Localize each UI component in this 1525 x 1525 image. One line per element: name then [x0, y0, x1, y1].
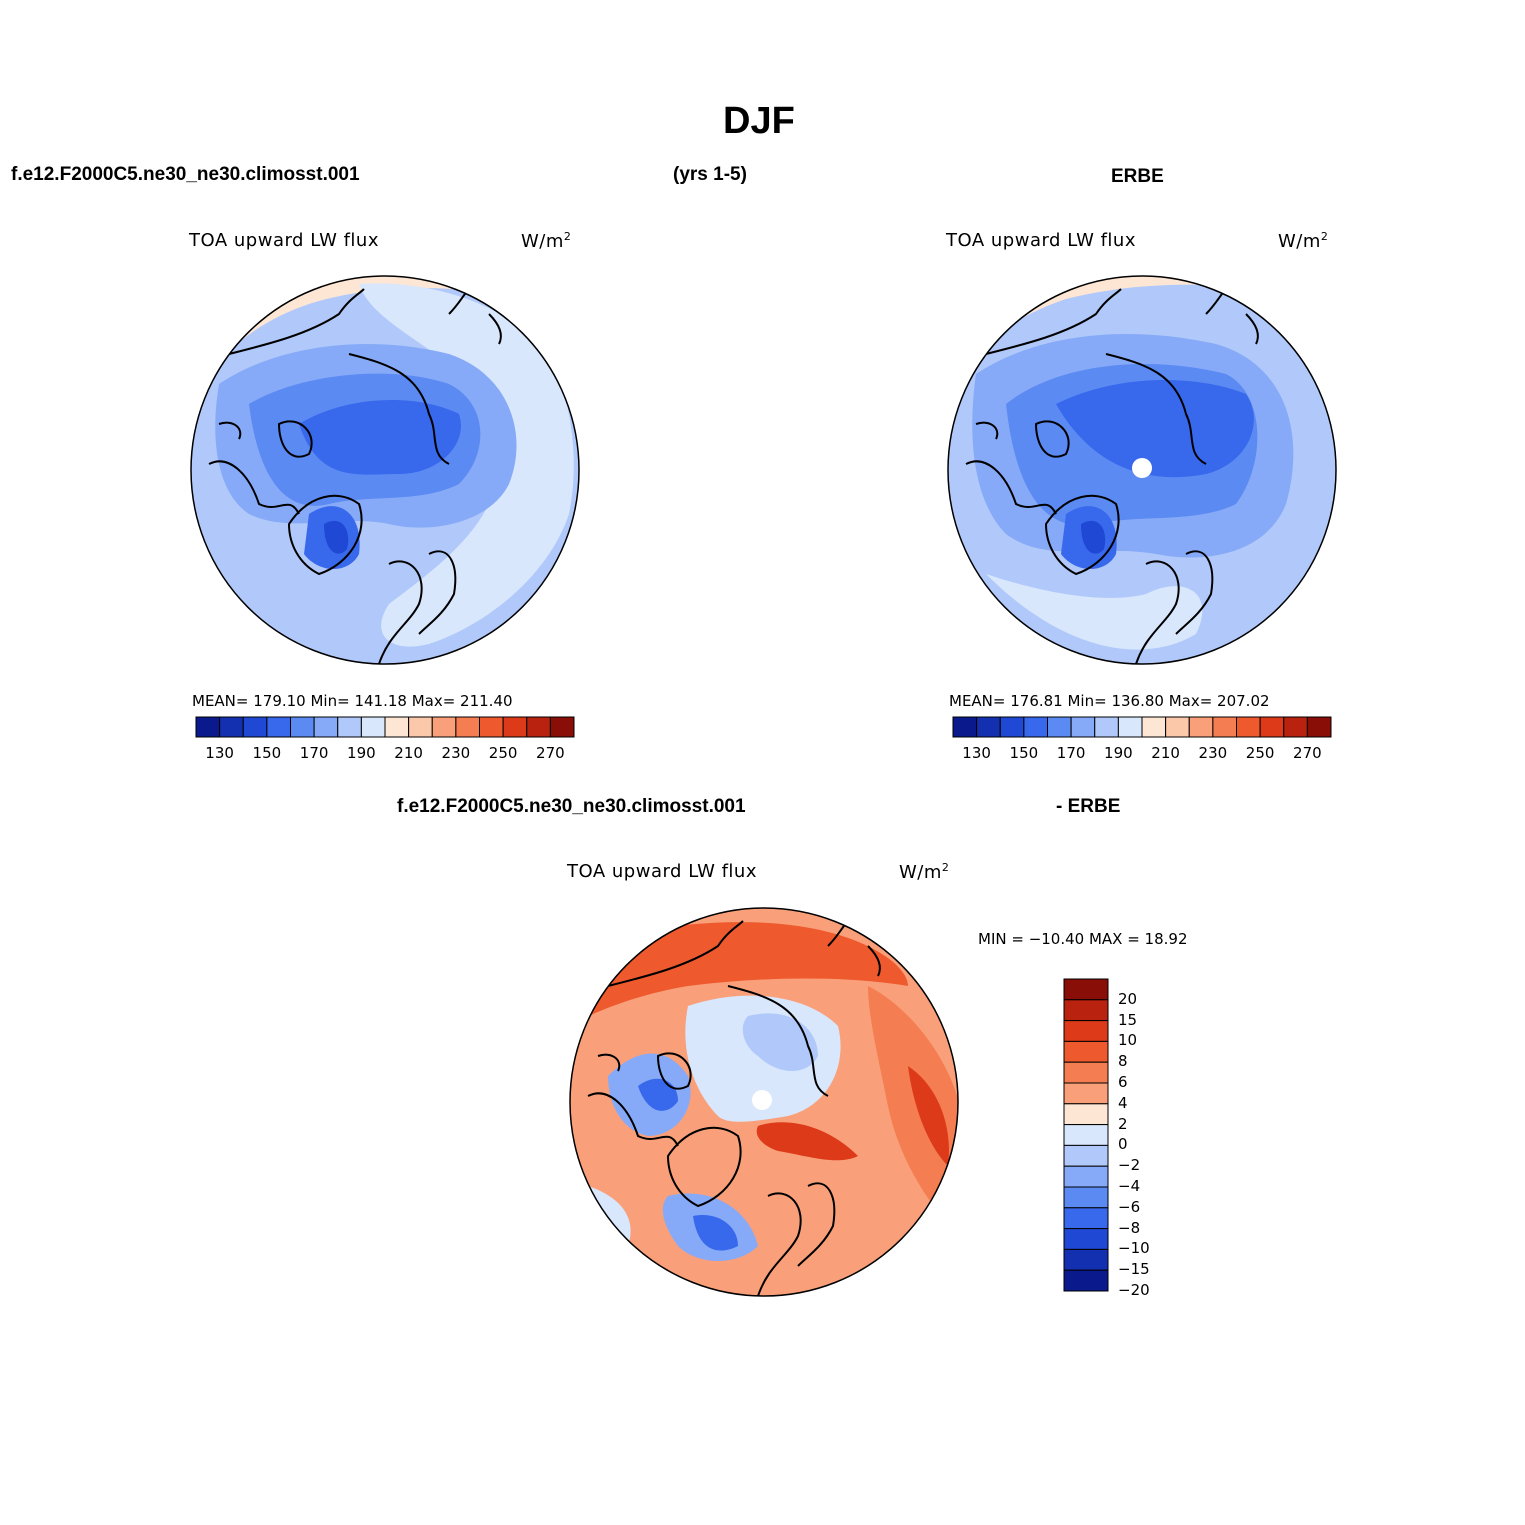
panel1-colorbar-box: [526, 716, 551, 738]
panel2-colorbar-box: [1047, 716, 1072, 738]
panel2-colorbar-tick-label: 270: [1293, 744, 1322, 762]
panel3-colorbar-tick-label: −15: [1118, 1260, 1150, 1279]
diff-header-obs-name: - ERBE: [1056, 796, 1121, 817]
panel3-colorbar-box: [1063, 978, 1109, 1001]
panel1-colorbar-box: [360, 716, 386, 738]
panel1-colorbar-box: [242, 716, 268, 738]
panel3-colorbar-box: [1063, 1269, 1109, 1292]
panel2-colorbar: [952, 716, 1332, 738]
panel1-colorbar-box: [384, 716, 410, 738]
panel3-colorbar-box: [1063, 1020, 1109, 1042]
panel3-colorbar-box: [1063, 1040, 1109, 1063]
panel3-colorbar-box: [1063, 1144, 1109, 1167]
panel2-colorbar-box: [1236, 716, 1261, 738]
diff-header-case-name: f.e12.F2000C5.ne30_ne30.climosst.001: [397, 796, 746, 817]
panel1-colorbar-box: [337, 716, 362, 738]
panel3-colorbar-tick-label: −6: [1118, 1197, 1141, 1216]
panel3-units-label: W/m2: [899, 861, 950, 883]
panel3-colorbar-box: [1063, 999, 1109, 1022]
panel2-polar-map: [947, 275, 1337, 665]
panel1-colorbar-tick-label: 190: [347, 744, 376, 762]
panel2-stats: MEAN= 176.81 Min= 136.80 Max= 207.02: [949, 692, 1270, 710]
panel3-colorbar-tick-label: 15: [1118, 1010, 1138, 1029]
panel2-colorbar-box: [1070, 716, 1096, 738]
panel1-colorbar-tick-label: 250: [488, 744, 518, 762]
panel3-colorbar-tick-label: 10: [1118, 1031, 1138, 1050]
panel3-colorbar-box: [1063, 1248, 1109, 1271]
panel2-colorbar-box: [1188, 716, 1214, 738]
panel1-colorbar-tick-label: 210: [394, 744, 423, 762]
panel2-colorbar-box: [1117, 716, 1143, 738]
panel2-colorbar-tick-label: 190: [1104, 744, 1133, 762]
panel2-colorbar-box: [976, 716, 1001, 738]
panel3-colorbar-tick-label: 20: [1118, 989, 1138, 1008]
panel1-colorbar-box: [266, 716, 291, 738]
panel3-colorbar-tick-label: 0: [1118, 1135, 1128, 1154]
panel2-variable-label: TOA upward LW flux: [946, 230, 1136, 251]
panel2-colorbar-box: [1094, 716, 1119, 738]
panel1-variable-label: TOA upward LW flux: [189, 230, 379, 251]
panel1-colorbar-box: [219, 716, 244, 738]
panel1-colorbar-box: [431, 716, 457, 738]
header-case-name: f.e12.F2000C5.ne30_ne30.climosst.001: [11, 164, 360, 185]
panel3-colorbar: [1063, 978, 1109, 1292]
panel1-colorbar: [195, 716, 575, 738]
panel2-colorbar-box: [999, 716, 1025, 738]
panel3-colorbar-tick-label: 2: [1118, 1114, 1128, 1133]
panel2-colorbar-box: [1141, 716, 1167, 738]
panel2-colorbar-box: [1259, 716, 1285, 738]
panel2-colorbar-tick-label: 150: [1009, 744, 1039, 762]
panel1-colorbar-box: [408, 716, 433, 738]
panel2-colorbar-box: [1165, 716, 1190, 738]
panel3-variable-label: TOA upward LW flux: [567, 861, 757, 882]
panel1-colorbar-tick-label: 150: [252, 744, 282, 762]
panel1-units-label: W/m2: [521, 230, 572, 252]
panel2-colorbar-tick-label: 250: [1245, 744, 1275, 762]
panel3-colorbar-box: [1063, 1061, 1109, 1084]
panel3-colorbar-box: [1063, 1228, 1109, 1250]
panel1-colorbar-box: [455, 716, 480, 738]
panel2-colorbar-box: [952, 716, 978, 738]
panel3-colorbar-tick-label: −10: [1118, 1239, 1150, 1258]
panel3-colorbar-box: [1063, 1103, 1109, 1126]
panel2-colorbar-box: [1283, 716, 1308, 738]
panel1-colorbar-tick-label: 130: [205, 744, 234, 762]
panel1-colorbar-box: [549, 716, 575, 738]
panel3-colorbar-tick-label: −2: [1118, 1156, 1141, 1175]
panel1-colorbar-box: [195, 716, 221, 738]
panel2-colorbar-box: [1212, 716, 1237, 738]
panel3-colorbar-box: [1063, 1165, 1109, 1188]
panel3-colorbar-tick-label: −4: [1118, 1177, 1141, 1195]
panel1-colorbar-tick-label: 170: [299, 744, 329, 762]
panel1-colorbar-tick-label: 270: [536, 744, 565, 762]
panel3-colorbar-tick-label: 8: [1118, 1052, 1128, 1071]
panel2-colorbar-tick-label: 130: [962, 744, 991, 762]
panel1-colorbar-box: [479, 716, 504, 738]
panel3-colorbar-tick-label: 6: [1118, 1073, 1128, 1091]
panel2-colorbar-tick-label: 230: [1198, 744, 1228, 762]
header-years: (yrs 1-5): [673, 164, 747, 185]
panel1-colorbar-box: [502, 716, 528, 738]
panel3-colorbar-tick-label: −8: [1118, 1218, 1141, 1237]
panel2-units-label: W/m2: [1278, 230, 1329, 252]
panel1-polar-map: [190, 275, 580, 665]
panel2-colorbar-tick-label: 170: [1056, 744, 1086, 762]
panel3-colorbar-box: [1063, 1186, 1109, 1209]
panel3-polar-map: [569, 907, 959, 1297]
panel1-colorbar-box: [290, 716, 315, 738]
panel2-colorbar-box: [1023, 716, 1048, 738]
panel2-colorbar-tick-label: 210: [1151, 744, 1180, 762]
panel3-stats: MIN = −10.40 MAX = 18.92: [978, 930, 1188, 948]
panel1-colorbar-box: [313, 716, 339, 738]
panel1-colorbar-tick-label: 230: [441, 744, 471, 762]
panel2-colorbar-box: [1306, 716, 1332, 738]
panel3-colorbar-box: [1063, 1124, 1109, 1146]
panel1-stats: MEAN= 179.10 Min= 141.18 Max= 211.40: [192, 692, 513, 710]
figure-title: DJF: [723, 100, 795, 142]
panel3-colorbar-tick-label: −20: [1118, 1281, 1150, 1299]
panel3-colorbar-box: [1063, 1082, 1109, 1105]
header-obs-name: ERBE: [1111, 166, 1164, 187]
panel3-colorbar-tick-label: 4: [1118, 1093, 1128, 1112]
panel3-colorbar-box: [1063, 1207, 1109, 1230]
